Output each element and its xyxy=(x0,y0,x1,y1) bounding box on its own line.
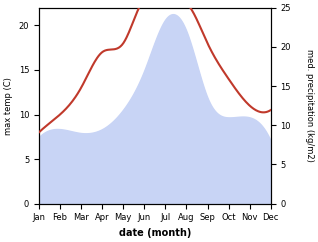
Y-axis label: max temp (C): max temp (C) xyxy=(4,77,13,135)
Y-axis label: med. precipitation (kg/m2): med. precipitation (kg/m2) xyxy=(305,49,314,162)
X-axis label: date (month): date (month) xyxy=(119,228,191,238)
